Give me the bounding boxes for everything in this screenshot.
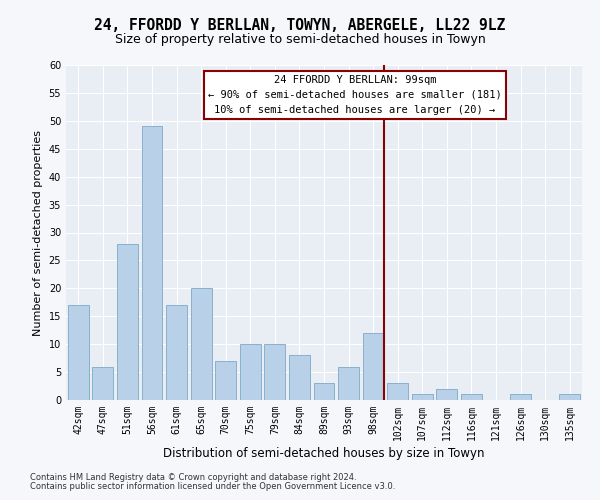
- Bar: [92, 366, 113, 400]
- Bar: [412, 394, 433, 400]
- Bar: [215, 361, 236, 400]
- X-axis label: Distribution of semi-detached houses by size in Towyn: Distribution of semi-detached houses by …: [163, 447, 485, 460]
- Text: Size of property relative to semi-detached houses in Towyn: Size of property relative to semi-detach…: [115, 32, 485, 46]
- Bar: [265, 344, 286, 400]
- Bar: [338, 366, 359, 400]
- Text: 24 FFORDD Y BERLLAN: 99sqm
← 90% of semi-detached houses are smaller (181)
10% o: 24 FFORDD Y BERLLAN: 99sqm ← 90% of semi…: [208, 75, 502, 114]
- Bar: [314, 383, 334, 400]
- Bar: [191, 288, 212, 400]
- Bar: [387, 383, 408, 400]
- Bar: [510, 394, 531, 400]
- Y-axis label: Number of semi-detached properties: Number of semi-detached properties: [33, 130, 43, 336]
- Text: Contains HM Land Registry data © Crown copyright and database right 2024.: Contains HM Land Registry data © Crown c…: [30, 474, 356, 482]
- Bar: [559, 394, 580, 400]
- Text: 24, FFORDD Y BERLLAN, TOWYN, ABERGELE, LL22 9LZ: 24, FFORDD Y BERLLAN, TOWYN, ABERGELE, L…: [94, 18, 506, 32]
- Bar: [289, 356, 310, 400]
- Bar: [362, 333, 383, 400]
- Bar: [461, 394, 482, 400]
- Bar: [68, 305, 89, 400]
- Bar: [166, 305, 187, 400]
- Bar: [436, 389, 457, 400]
- Bar: [240, 344, 261, 400]
- Bar: [117, 244, 138, 400]
- Bar: [142, 126, 163, 400]
- Text: Contains public sector information licensed under the Open Government Licence v3: Contains public sector information licen…: [30, 482, 395, 491]
